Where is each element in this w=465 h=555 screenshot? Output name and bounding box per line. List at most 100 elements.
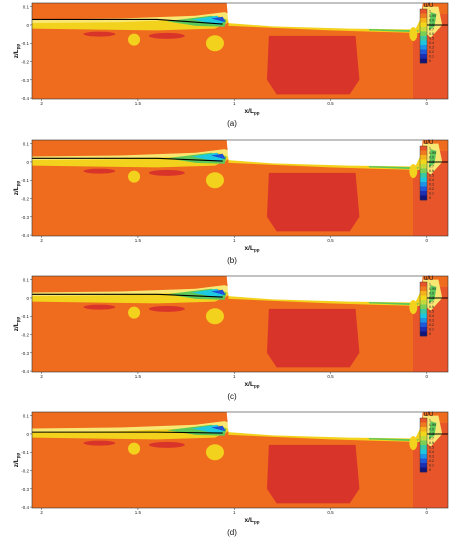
x-axis-label: x/Lpp xyxy=(245,381,260,389)
colorbar: u/U10.990.90.80.70.60.50.40.30.20.10 xyxy=(419,412,436,473)
colorbar-swatch xyxy=(420,458,427,464)
colorbar-level: 0 xyxy=(429,332,431,336)
waterline xyxy=(32,431,223,434)
colorbar-level: 0 xyxy=(429,468,431,472)
colorbar-level: 1 xyxy=(429,283,431,287)
yellow-lobe xyxy=(128,442,141,455)
colorbar-frame xyxy=(419,8,428,64)
wake-yellow-band xyxy=(32,15,231,31)
low-velocity-blob xyxy=(148,441,185,448)
yellow-lobe xyxy=(128,33,141,46)
colorbar-title: u/U xyxy=(424,276,433,282)
panel-caption: (d) xyxy=(227,528,237,537)
wake-blue-core xyxy=(211,153,226,160)
y-tick-label: -0.4 xyxy=(21,233,29,238)
colorbar-level: 0.1 xyxy=(429,55,434,59)
colorbar-level: 0.4 xyxy=(429,314,434,318)
colorbar-level: 0.2 xyxy=(429,50,434,54)
colorbar-level: 0.8 xyxy=(429,296,434,300)
colorbar-level: 0.3 xyxy=(429,455,434,459)
yellow-lobe xyxy=(205,172,224,189)
colorbar-swatch xyxy=(420,318,427,323)
y-tick-label: -0.3 xyxy=(21,487,29,492)
colorbar-swatch xyxy=(420,150,427,156)
yellow-lobe xyxy=(128,306,141,319)
colorbar-swatch xyxy=(420,295,427,301)
colorbar-title: u/U xyxy=(424,140,433,146)
figure-panel: 0.10-0.1-0.2-0.3-0.42 1.5 1 0.5 0z/Lppx/Lppu… xyxy=(13,2,449,128)
low-velocity-region xyxy=(266,444,360,504)
y-tick-label: -0.4 xyxy=(21,96,29,101)
colorbar: u/U10.990.90.80.70.60.50.40.30.20.10 xyxy=(419,140,436,201)
colorbar: u/U10.990.90.80.70.60.50.40.30.20.10 xyxy=(419,3,436,64)
colorbar-swatch xyxy=(420,322,427,328)
y-tick-label: 0 xyxy=(26,23,29,28)
colorbar-level: 0.2 xyxy=(429,187,434,191)
y-tick-label: -0.1 xyxy=(21,178,29,183)
colorbar-swatch xyxy=(420,304,427,310)
colorbar-swatch xyxy=(420,440,427,446)
y-tick-label: -0.2 xyxy=(21,469,29,474)
panel-caption: (b) xyxy=(227,256,237,265)
y-tick-label: 0.1 xyxy=(23,142,30,147)
colorbar-level: 0.99 xyxy=(429,287,436,291)
colorbar-swatch xyxy=(420,168,427,174)
yellow-lobe xyxy=(409,300,418,315)
wake-blue-core xyxy=(211,16,226,23)
colorbar-level: 0.5 xyxy=(429,37,434,41)
colorbar-level: 0.6 xyxy=(429,441,434,445)
colorbar-level: 1 xyxy=(429,147,431,151)
x-tick-label: 1.5 xyxy=(135,374,142,379)
hull-green-layer xyxy=(369,437,420,442)
wake-yellow-band xyxy=(32,288,231,304)
colorbar-swatch xyxy=(420,18,427,23)
hull-green-layer xyxy=(369,28,420,33)
y-tick-label: 0.1 xyxy=(23,414,30,419)
x-axis-label: x/Lpp xyxy=(245,108,260,116)
colorbar-level: 0.8 xyxy=(429,432,434,436)
colorbar-level: 0.5 xyxy=(429,174,434,178)
colorbar-level: 0.2 xyxy=(429,323,434,327)
panel-caption: (a) xyxy=(227,119,237,128)
colorbar-swatch xyxy=(420,418,427,423)
colorbar-swatch xyxy=(420,54,427,59)
colorbar-level: 0.4 xyxy=(429,178,434,182)
x-tick-label: 0 xyxy=(426,238,429,243)
colorbar-level: 0.9 xyxy=(429,428,434,432)
colorbar-level: 0.9 xyxy=(429,156,434,160)
colorbar-level: 0.7 xyxy=(429,437,434,441)
colorbar-frame xyxy=(419,417,428,473)
ship-hull xyxy=(226,140,423,167)
colorbar-swatch xyxy=(420,22,427,28)
y-axis-label: z/Lpp xyxy=(13,316,21,331)
colorbar-level: 0.6 xyxy=(429,305,434,309)
colorbar-swatch xyxy=(420,49,427,55)
x-tick-label: 0.5 xyxy=(327,238,334,243)
colorbar-level: 0.1 xyxy=(429,192,434,196)
ship-hull xyxy=(226,412,423,439)
low-velocity-region xyxy=(266,172,360,232)
bow-green-patch xyxy=(428,421,437,440)
y-tick-label: -0.1 xyxy=(21,41,29,46)
low-velocity-blob xyxy=(83,31,116,37)
colorbar-swatch xyxy=(420,173,427,178)
colorbar-swatch xyxy=(420,177,427,183)
colorbar-swatch xyxy=(420,155,427,160)
colorbar-swatch xyxy=(420,186,427,192)
colorbar-swatch xyxy=(420,282,427,287)
colorbar-swatch xyxy=(420,313,427,319)
y-tick-label: -0.2 xyxy=(21,197,29,202)
colorbar-level: 0.7 xyxy=(429,28,434,32)
colorbar-swatch xyxy=(420,431,427,437)
y-tick-label: 0.1 xyxy=(23,5,30,10)
y-tick-label: 0 xyxy=(26,296,29,301)
panel-caption: (c) xyxy=(227,392,237,401)
colorbar-swatch xyxy=(420,40,427,46)
wake-blue-core xyxy=(211,289,226,296)
colorbar-level: 0.99 xyxy=(429,14,436,18)
low-velocity-blob xyxy=(148,32,185,39)
colorbar-level: 0.4 xyxy=(429,450,434,454)
colorbar-level: 0.3 xyxy=(429,46,434,50)
y-tick-label: -0.2 xyxy=(21,333,29,338)
